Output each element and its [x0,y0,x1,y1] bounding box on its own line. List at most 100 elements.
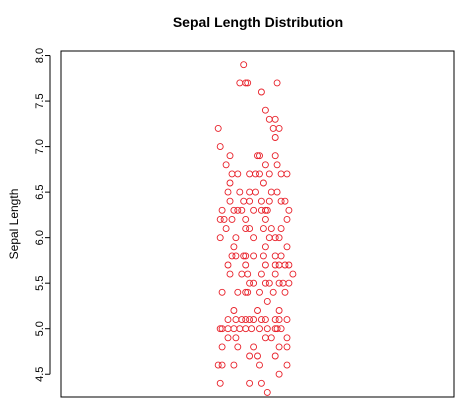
data-point [269,124,277,132]
y-tick-label: 5.0 [34,321,46,336]
data-point [254,307,261,314]
data-point [246,188,254,196]
data-point [228,252,236,260]
data-point [283,361,291,369]
data-point [283,343,291,351]
y-tick-label: 4.5 [34,367,46,382]
data-point [281,288,289,296]
data-point [248,325,256,333]
data-point [271,316,279,324]
data-point [275,279,283,287]
data-point [267,334,275,342]
data-point [283,316,291,324]
data-point [246,170,254,178]
data-point [281,197,289,205]
data-point [250,206,258,214]
data-point [261,215,269,223]
data-point [246,316,254,324]
data-point [275,124,283,132]
data-point [285,206,293,214]
data-point [279,279,287,287]
data-point [259,252,267,260]
data-point [224,334,232,342]
data-point [242,325,250,333]
data-point [224,188,232,196]
data-point [277,197,285,205]
data-point [256,361,263,369]
data-point [271,115,279,123]
data-point [246,379,254,387]
data-point [238,206,246,214]
data-point [234,288,242,296]
data-point [252,188,259,196]
data-point [263,297,271,305]
data-point [275,234,283,242]
data-point [283,170,291,178]
data-point [261,161,269,169]
data-point [256,152,263,160]
data-point [263,325,271,333]
data-point [242,252,250,260]
data-point [271,152,279,160]
data-point [224,316,232,324]
data-point [218,343,226,351]
data-point [240,61,248,69]
data-point [257,379,265,387]
data-point [254,152,261,160]
data-point [232,234,240,242]
data-point [214,361,222,369]
data-point [250,252,258,260]
data-point [261,261,269,269]
data-point [256,325,263,333]
data-point [232,252,240,260]
data-point [234,343,242,351]
data-point [256,170,263,178]
data-point [263,388,271,396]
data-point [218,206,226,214]
data-point [228,170,236,178]
data-point [273,161,281,169]
data-point [228,215,236,223]
data-point [238,316,246,324]
data-point [261,334,269,342]
data-point [265,234,273,242]
data-point [226,270,234,278]
data-point [244,288,252,296]
data-point [226,179,234,187]
data-points [214,61,297,396]
data-point [216,143,224,151]
data-point [271,270,279,278]
data-point [226,152,234,160]
data-point [246,197,254,205]
data-point [277,252,285,260]
y-tick-label: 5.5 [34,276,46,291]
data-point [257,197,265,205]
data-point [265,197,273,205]
data-point [275,343,283,351]
data-point [283,243,291,251]
data-point [285,279,293,287]
data-point [226,197,234,205]
data-point [269,288,277,296]
data-point [281,261,289,269]
data-point [232,316,240,324]
data-point [224,261,232,269]
data-point [242,215,250,223]
data-point [261,279,269,287]
data-point [244,270,252,278]
data-point [216,379,224,387]
plot-area-frame [60,50,455,398]
data-point [283,215,291,223]
data-point [234,170,242,178]
data-point [273,325,281,333]
data-point [252,170,259,178]
data-point [242,225,250,233]
data-point [224,325,232,333]
data-point [271,252,279,260]
data-point [218,288,226,296]
data-point [218,361,226,369]
data-point [277,225,285,233]
data-point [240,252,248,260]
data-point [236,325,244,333]
data-point [216,234,224,242]
